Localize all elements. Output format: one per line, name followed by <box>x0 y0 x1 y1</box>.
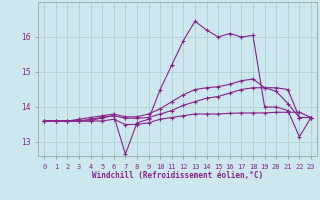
X-axis label: Windchill (Refroidissement éolien,°C): Windchill (Refroidissement éolien,°C) <box>92 171 263 180</box>
